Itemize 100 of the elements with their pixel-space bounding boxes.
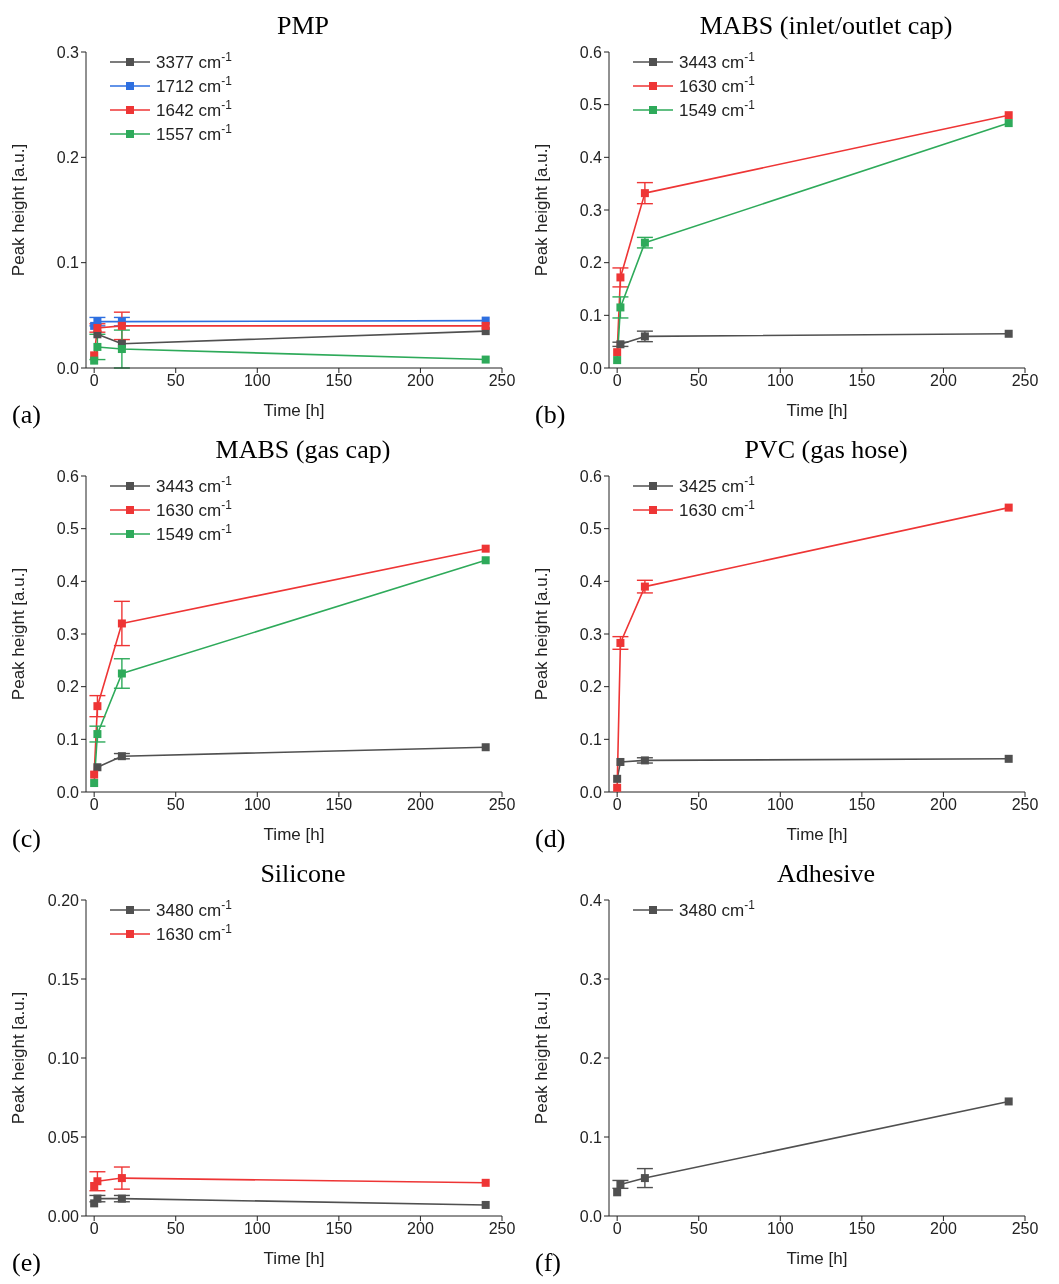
point [481, 1200, 490, 1209]
y-axis-title: Peak height [a.u.] [9, 991, 29, 1125]
y-tick-label: 0.5 [579, 96, 603, 114]
x-tick-label: 0 [612, 1220, 622, 1238]
x-tick-label: 200 [407, 372, 434, 390]
x-tick-label: 50 [689, 796, 708, 814]
x-axis-title: Time [h] [263, 1249, 325, 1268]
y-tick-label: 0.3 [579, 201, 603, 219]
point [90, 779, 99, 788]
y-tick-label: 0.1 [56, 731, 80, 749]
x-tick-label: 150 [325, 1220, 353, 1238]
point [1004, 329, 1013, 338]
point [481, 743, 490, 752]
chart-title: PMP [275, 10, 330, 42]
y-tick-label: 0.2 [579, 1049, 603, 1067]
point [93, 702, 102, 711]
point [1004, 119, 1013, 128]
x-tick-label: 0 [612, 796, 622, 814]
point [93, 342, 102, 351]
x-tick-label: 0 [89, 796, 99, 814]
y-tick-label: 0.2 [579, 678, 603, 696]
x-tick-label: 50 [166, 1220, 185, 1238]
chart-title: Adhesive [775, 858, 877, 890]
y-tick-label: 0.2 [579, 254, 603, 272]
point [481, 355, 490, 364]
legend-label: 1549 cm$^{-1}$ [156, 522, 233, 544]
y-tick-label: 0.00 [47, 1207, 80, 1225]
x-tick-label: 200 [930, 372, 957, 390]
chart-title: PVC (gas hose) [743, 434, 909, 466]
point [613, 783, 622, 792]
y-tick-label: 0.3 [579, 970, 603, 988]
point [1004, 503, 1013, 512]
legend-label: 3425 cm$^{-1}$ [679, 474, 756, 496]
y-tick-label: 0.4 [579, 891, 603, 909]
point [117, 752, 126, 761]
point [640, 332, 649, 341]
x-tick-label: 100 [243, 796, 271, 814]
x-tick-label: 150 [325, 796, 353, 814]
y-tick-label: 0.0 [579, 359, 603, 377]
x-tick-label: 100 [766, 796, 794, 814]
legend-label: 3480 cm$^{-1}$ [679, 898, 756, 920]
x-tick-label: 100 [766, 1220, 794, 1238]
x-tick-label: 50 [166, 372, 185, 390]
y-tick-label: 0.3 [56, 43, 80, 61]
y-tick-label: 0.6 [579, 43, 603, 61]
point [640, 189, 649, 198]
y-tick-label: 0.2 [56, 678, 80, 696]
text: (f) [535, 1248, 561, 1278]
y-tick-label: 0.4 [579, 149, 603, 167]
y-tick-label: 0.20 [47, 891, 80, 909]
legend-label: 3443 cm$^{-1}$ [679, 50, 756, 72]
y-axis-title: Peak height [a.u.] [532, 143, 552, 277]
x-tick-label: 150 [848, 796, 876, 814]
x-axis-title: Time [h] [263, 401, 325, 420]
x-tick-label: 50 [166, 796, 185, 814]
x-tick-label: 200 [407, 1220, 434, 1238]
point [93, 730, 102, 739]
x-tick-label: 100 [243, 372, 271, 390]
point [613, 348, 622, 357]
point [481, 544, 490, 553]
y-tick-label: 0.1 [56, 254, 80, 272]
y-tick-label: 0.6 [56, 467, 80, 485]
x-tick-label: 50 [689, 1220, 708, 1238]
y-tick-label: 0.2 [56, 149, 80, 167]
y-tick-label: 0.05 [47, 1128, 80, 1146]
y-tick-label: 0.1 [579, 307, 603, 325]
x-tick-label: 150 [848, 1220, 876, 1238]
point [93, 1177, 102, 1186]
legend-label: 3377 cm$^{-1}$ [156, 50, 233, 72]
legend-label: 1549 cm$^{-1}$ [679, 98, 756, 120]
x-tick-label: 200 [407, 796, 434, 814]
x-tick-label: 0 [612, 372, 622, 390]
text: (d) [535, 824, 566, 854]
legend-label: 1630 cm$^{-1}$ [679, 498, 756, 520]
y-tick-label: 0.0 [56, 783, 80, 801]
point [613, 774, 622, 783]
point [93, 763, 102, 772]
point [616, 273, 625, 282]
point [613, 356, 622, 365]
point [117, 669, 126, 678]
x-tick-label: 0 [89, 372, 99, 390]
y-tick-label: 0.0 [579, 783, 603, 801]
point [117, 321, 126, 330]
y-axis-title: Peak height [a.u.] [532, 991, 552, 1125]
chart-title: MABS (gas cap) [214, 434, 392, 466]
x-tick-label: 150 [848, 372, 876, 390]
x-tick-label: 250 [1011, 372, 1039, 390]
point [1004, 1097, 1013, 1106]
y-tick-label: 0.10 [47, 1049, 80, 1067]
y-tick-label: 0.0 [579, 1207, 603, 1225]
legend-label: 1630 cm$^{-1}$ [679, 74, 756, 96]
text: (b) [535, 400, 566, 430]
y-tick-label: 0.4 [56, 573, 80, 591]
x-tick-label: 250 [1011, 796, 1039, 814]
legend-label: 1630 cm$^{-1}$ [156, 922, 233, 944]
chart-title: MABS (inlet/outlet cap) [698, 10, 954, 42]
y-tick-label: 0.3 [579, 625, 603, 643]
y-tick-label: 0.6 [579, 467, 603, 485]
legend-label: 3443 cm$^{-1}$ [156, 474, 233, 496]
x-tick-label: 100 [243, 1220, 271, 1238]
